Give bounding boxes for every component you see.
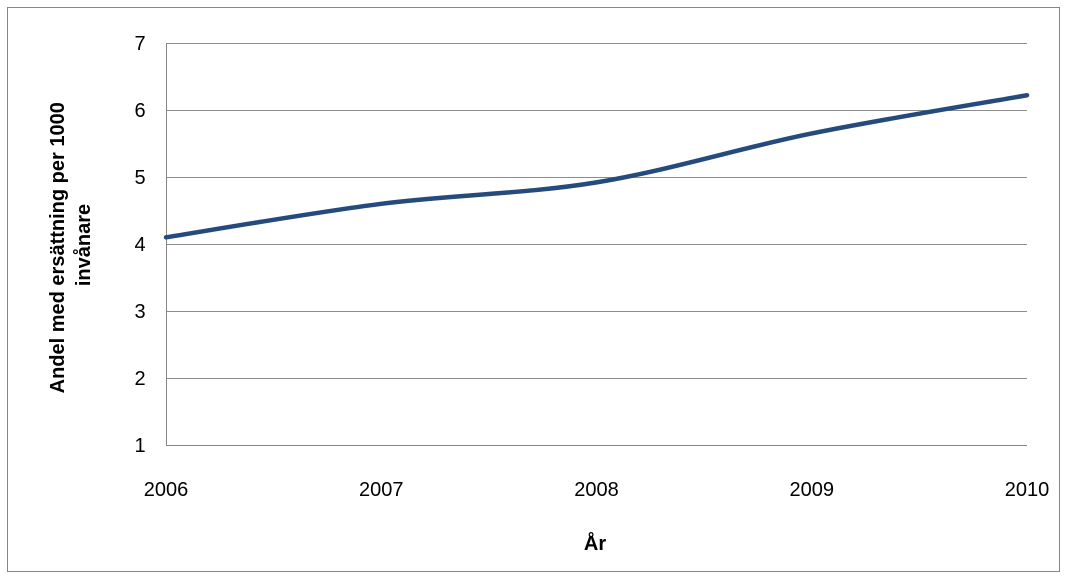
y-tick-label-7: 7 <box>134 33 145 55</box>
x-axis-title: År <box>584 531 606 555</box>
x-tick-labels: 2006 2007 2008 2009 2010 <box>144 479 1050 501</box>
y-tick-label-3: 3 <box>134 301 145 323</box>
y-tick-labels: 1 2 3 4 5 6 7 <box>134 33 145 457</box>
y-tick-label-2: 2 <box>134 368 145 390</box>
y-axis-title: Andel med ersättning per 1000 invånare <box>47 97 95 394</box>
y-tick-label-4: 4 <box>134 234 145 256</box>
y-tick-label-6: 6 <box>134 100 145 122</box>
chart-frame <box>7 7 1060 572</box>
svg-text:Andel med ersättning per 1000: Andel med ersättning per 1000 invånare <box>47 97 95 394</box>
y-axis-title-line-2: invånare <box>72 204 95 286</box>
x-tick-label-2008: 2008 <box>574 479 619 501</box>
x-tick-label-2006: 2006 <box>144 479 189 501</box>
axes <box>166 43 1027 446</box>
y-tick-label-5: 5 <box>134 167 145 189</box>
gridlines <box>166 43 1027 379</box>
x-tick-label-2007: 2007 <box>359 479 404 501</box>
y-tick-label-1: 1 <box>134 435 145 457</box>
y-axis-title-line-1: Andel med ersättning per 1000 <box>47 102 69 393</box>
series-line-0 <box>163 93 1030 240</box>
x-tick-label-2009: 2009 <box>790 479 835 501</box>
x-tick-label-2010: 2010 <box>1005 479 1050 501</box>
series-lines <box>163 93 1030 240</box>
